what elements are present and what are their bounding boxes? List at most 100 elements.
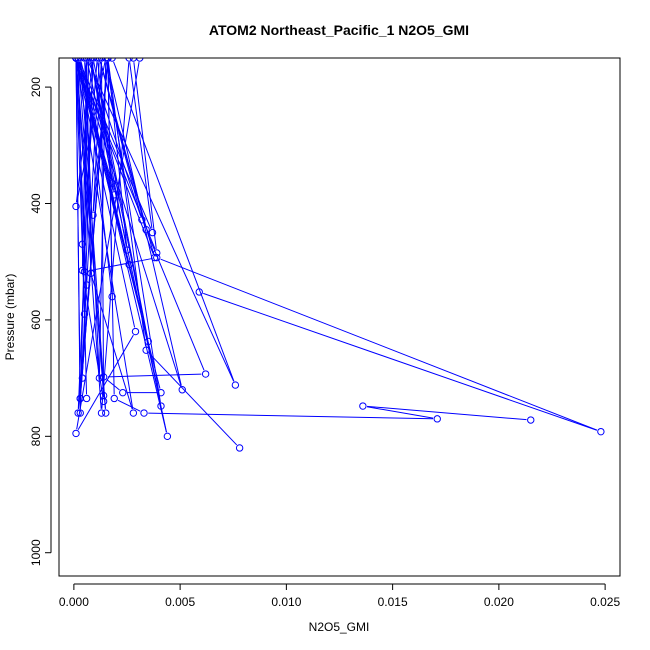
series-4-segment <box>129 62 153 229</box>
data-point <box>89 211 97 219</box>
data-point <box>95 374 104 382</box>
data-point <box>80 267 89 276</box>
data-point <box>157 388 165 397</box>
data-point <box>95 58 104 62</box>
data-point <box>110 191 118 199</box>
series-5-segment <box>203 292 598 431</box>
series-7-segment <box>148 412 434 420</box>
data-point <box>138 216 146 224</box>
series-4-segment <box>133 62 157 249</box>
data-point <box>144 337 152 346</box>
series-3-segment <box>77 62 94 409</box>
data-point <box>85 58 93 62</box>
series-6-segment <box>91 62 161 403</box>
series-4-segment <box>101 62 130 409</box>
data-point <box>119 388 127 397</box>
series-2-segment <box>77 334 134 431</box>
data-point <box>129 58 138 62</box>
data-point <box>129 409 138 417</box>
data-point <box>87 58 95 62</box>
data-point <box>142 346 150 354</box>
data-point <box>110 394 118 403</box>
data-point <box>74 409 82 417</box>
y-tick-label: 600 <box>29 310 43 330</box>
x-tick-label: 0.020 <box>484 595 514 609</box>
data-point <box>76 409 84 417</box>
series-4-segment <box>77 62 104 392</box>
data-point <box>78 374 87 382</box>
series-5-segment <box>113 61 235 382</box>
data-point <box>108 58 116 62</box>
data-point <box>76 58 84 62</box>
plot-frame <box>58 57 621 577</box>
y-tick-label: 200 <box>29 77 43 97</box>
data-point <box>142 225 150 234</box>
x-tick-label: 0.000 <box>59 595 89 609</box>
data-point <box>82 281 91 289</box>
series-4-segment <box>77 61 154 254</box>
data-point <box>433 415 441 423</box>
data-point <box>150 253 159 262</box>
series-3-segment <box>77 62 88 395</box>
data-point <box>99 391 108 400</box>
y-tick-label: 1000 <box>29 539 43 566</box>
series-3-segment <box>77 62 109 409</box>
series-5-segment <box>87 61 235 382</box>
series-7-segment <box>148 352 238 446</box>
series-5-segment <box>84 62 88 268</box>
series-7-segment <box>366 406 434 419</box>
series-1-segment <box>98 62 107 374</box>
series-7-segment <box>107 62 115 395</box>
data-point <box>72 202 80 211</box>
data-point <box>359 402 367 410</box>
data-point <box>123 246 131 254</box>
data-point <box>157 402 165 410</box>
data-point <box>102 58 110 62</box>
data-point <box>102 409 110 417</box>
data-point <box>597 427 605 436</box>
data-point <box>195 288 203 296</box>
data-point <box>97 58 106 62</box>
data-point <box>136 58 144 62</box>
data-point <box>93 58 101 62</box>
series-3-segment <box>78 61 148 338</box>
series-7-segment <box>107 62 147 347</box>
series-5-segment <box>160 258 598 431</box>
y-tick-label: 800 <box>29 426 43 446</box>
y-axis-label: Pressure (mbar) <box>3 274 17 361</box>
chart-title: ATOM2 Northeast_Pacific_1 N2O5_GMI <box>209 22 469 38</box>
data-point <box>108 292 116 301</box>
data-point <box>97 409 106 417</box>
plot-lines <box>75 61 598 446</box>
x-tick-label: 0.015 <box>378 595 408 609</box>
series-7-segment <box>367 405 527 421</box>
data-point <box>231 381 240 389</box>
data-point <box>163 432 172 441</box>
data-point <box>153 249 161 257</box>
data-point <box>131 327 140 336</box>
series-3-segment <box>75 62 81 409</box>
y-axis: 200 400 600 800 1000 <box>29 77 52 566</box>
x-tick-label: 0.025 <box>590 595 620 609</box>
data-point <box>235 444 244 452</box>
data-point <box>99 373 108 381</box>
data-point <box>80 310 89 318</box>
series-6-segment <box>106 61 182 386</box>
series-3-segment <box>79 62 100 395</box>
data-point <box>78 240 87 248</box>
series-2-segment <box>76 62 140 430</box>
data-point <box>125 58 133 62</box>
data-point <box>178 386 186 394</box>
data-point <box>74 58 82 62</box>
data-point <box>140 409 148 417</box>
data-point <box>72 58 80 62</box>
data-point <box>153 253 161 262</box>
data-point <box>82 58 91 62</box>
y-tick-label: 400 <box>29 193 43 213</box>
x-tick-label: 0.010 <box>271 595 301 609</box>
data-point <box>201 370 210 378</box>
data-point <box>89 58 97 62</box>
data-point <box>99 397 108 406</box>
data-point <box>82 394 91 403</box>
